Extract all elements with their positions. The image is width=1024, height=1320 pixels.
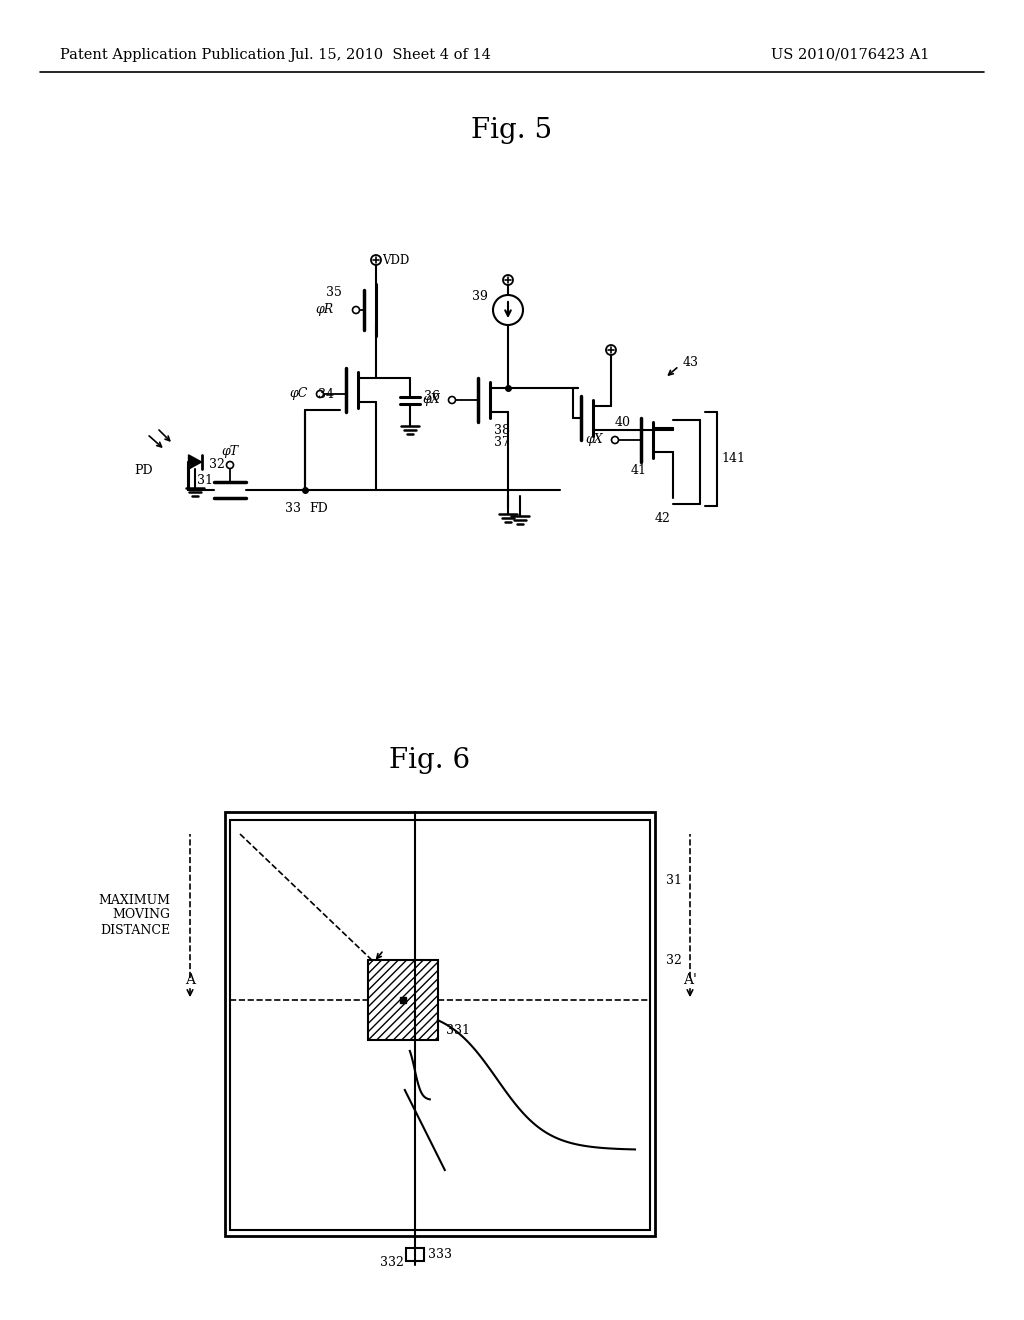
Text: FD: FD: [309, 502, 328, 515]
Text: 36: 36: [424, 389, 440, 403]
Text: 34: 34: [318, 388, 334, 400]
Text: 332: 332: [380, 1255, 403, 1269]
Text: 43: 43: [683, 356, 699, 370]
Text: 37: 37: [494, 436, 510, 449]
Text: φC: φC: [290, 388, 308, 400]
Text: PD: PD: [134, 463, 153, 477]
Text: Patent Application Publication: Patent Application Publication: [60, 48, 286, 62]
Text: A': A': [683, 973, 697, 987]
Text: 32: 32: [666, 953, 682, 966]
Text: Fig. 6: Fig. 6: [389, 747, 471, 774]
Text: 42: 42: [655, 512, 671, 525]
Text: A: A: [185, 973, 195, 987]
Text: 141: 141: [721, 451, 745, 465]
Text: 333: 333: [428, 1247, 452, 1261]
Bar: [230, 820, 650, 1230]
Text: Jul. 15, 2010  Sheet 4 of 14: Jul. 15, 2010 Sheet 4 of 14: [289, 48, 490, 62]
Text: φR: φR: [315, 304, 334, 317]
Text: 32: 32: [209, 458, 225, 471]
Text: 41: 41: [631, 463, 647, 477]
Bar: [406, 1247, 424, 1261]
Text: 31: 31: [666, 874, 682, 887]
Text: VDD: VDD: [382, 253, 410, 267]
Text: 33: 33: [285, 502, 301, 515]
Text: 40: 40: [615, 416, 631, 429]
Text: MAXIMUM
MOVING
DISTANCE: MAXIMUM MOVING DISTANCE: [98, 894, 170, 936]
Text: φX: φX: [422, 393, 440, 407]
Bar: [368, 960, 438, 1040]
Text: 331: 331: [445, 1023, 470, 1036]
Text: 39: 39: [472, 289, 488, 302]
Text: φT: φT: [221, 446, 239, 458]
Text: φX: φX: [586, 433, 603, 446]
Text: US 2010/0176423 A1: US 2010/0176423 A1: [771, 48, 929, 62]
Bar: [225, 812, 655, 1236]
Text: 38: 38: [494, 424, 510, 437]
Text: 35: 35: [326, 285, 342, 298]
Text: 31: 31: [197, 474, 213, 487]
Polygon shape: [188, 455, 202, 469]
Text: Fig. 5: Fig. 5: [471, 116, 553, 144]
